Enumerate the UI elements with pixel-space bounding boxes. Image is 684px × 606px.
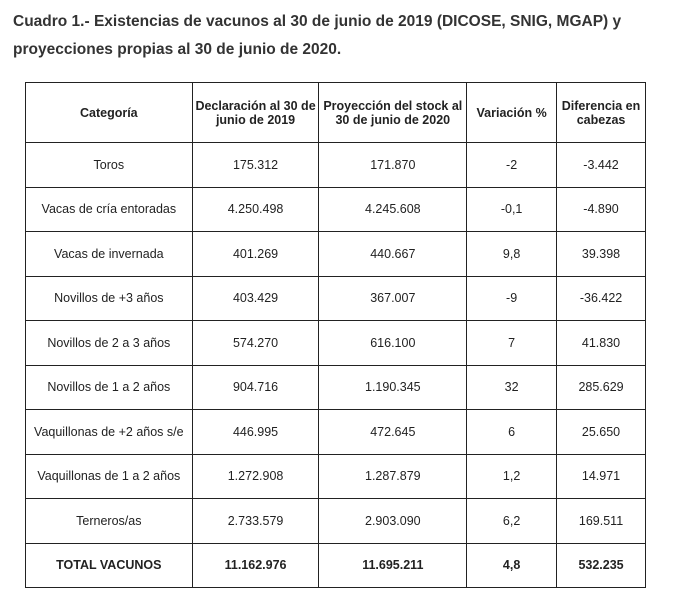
cell-difference-heads: 14.971 (556, 453, 646, 499)
cell-category: Vaquillonas de +2 años s/e (25, 409, 193, 455)
table-row: Vaquillonas de 1 a 2 años 1.272.908 1.287.… (25, 453, 646, 499)
table-row: Vacas de cría entoradas 4.250.498 4.245.60… (25, 186, 646, 232)
cell-projected-2020: 440.667 (318, 231, 468, 277)
column-header-variation-pct: Variación % (466, 82, 558, 143)
cell-difference-heads: 25.650 (556, 409, 646, 455)
cell-variation-pct: 6 (466, 409, 558, 455)
table-caption: Cuadro 1.- Existencias de vacunos al 30 … (13, 13, 622, 58)
cell-variation-pct: 32 (466, 364, 558, 410)
cell-category: Vacas de invernada (25, 231, 193, 277)
table-row: Novillos de +3 años 403.429 367.007 -9 -36.4… (25, 275, 646, 321)
table-row: Vaquillonas de +2 años s/e 446.995 472.645… (25, 409, 646, 455)
total-projected-2020: 11.695.211 (318, 542, 468, 588)
cell-difference-heads: 169.511 (556, 498, 646, 544)
cell-difference-heads: 39.398 (556, 231, 646, 277)
cell-variation-pct: -0,1 (466, 186, 558, 232)
cell-projected-2020: 2.903.090 (318, 498, 468, 544)
cell-projected-2020: 1.287.879 (318, 453, 468, 499)
cell-variation-pct: 9,8 (466, 231, 558, 277)
cell-variation-pct: -9 (466, 275, 558, 321)
cell-projected-2020: 616.100 (318, 320, 468, 366)
cell-declared-2019: 574.270 (191, 320, 320, 366)
cell-category: Vaquillonas de 1 a 2 años (25, 453, 193, 499)
column-header-declared-2019: Declaración al 30 de junio de 2019 (191, 82, 320, 143)
cell-category: Toros (25, 142, 193, 188)
cell-variation-pct: 7 (466, 320, 558, 366)
cell-projected-2020: 1.190.345 (318, 364, 468, 410)
cell-difference-heads: -4.890 (556, 186, 646, 232)
table-row: Toros 175.312 171.870 -2 -3.442 (25, 142, 646, 188)
cell-category: Novillos de 2 a 3 años (25, 320, 193, 366)
cell-projected-2020: 171.870 (318, 142, 468, 188)
table-row: Novillos de 1 a 2 años 904.716 1.190.345 32… (25, 364, 646, 410)
cell-variation-pct: 1,2 (466, 453, 558, 499)
column-header-difference-heads: Diferencia en cabezas (556, 82, 646, 143)
table-row: Vacas de invernada 401.269 440.667 9,8 39.39… (25, 231, 646, 277)
total-category: TOTAL VACUNOS (25, 542, 193, 588)
cell-variation-pct: -2 (466, 142, 558, 188)
cell-declared-2019: 446.995 (191, 409, 320, 455)
column-header-projected-2020: Proyección del stock al 30 de junio de 2… (318, 82, 468, 143)
cell-declared-2019: 1.272.908 (191, 453, 320, 499)
cell-declared-2019: 2.733.579 (191, 498, 320, 544)
cell-category: Vacas de cría entoradas (25, 186, 193, 232)
cell-projected-2020: 367.007 (318, 275, 468, 321)
cell-category: Novillos de 1 a 2 años (25, 364, 193, 410)
cell-projected-2020: 472.645 (318, 409, 468, 455)
cell-difference-heads: 285.629 (556, 364, 646, 410)
total-variation-pct: 4,8 (466, 542, 558, 588)
cell-category: Novillos de +3 años (25, 275, 193, 321)
total-declared-2019: 11.162.976 (191, 542, 320, 588)
cell-declared-2019: 175.312 (191, 142, 320, 188)
header-row: Categoría Declaración al 30 de junio de 2… (25, 82, 646, 143)
table-row: Terneros/as 2.733.579 2.903.090 6,2 169.511 (25, 498, 646, 544)
table-row: Novillos de 2 a 3 años 574.270 616.100 7 41.… (25, 320, 646, 366)
total-difference-heads: 532.235 (556, 542, 646, 588)
cell-projected-2020: 4.245.608 (318, 186, 468, 232)
cell-difference-heads: 41.830 (556, 320, 646, 366)
cattle-stock-table: Categoría Declaración al 30 de junio de 2… (25, 82, 646, 588)
cell-declared-2019: 904.716 (191, 364, 320, 410)
cell-declared-2019: 401.269 (191, 231, 320, 277)
cell-variation-pct: 6,2 (466, 498, 558, 544)
cell-difference-heads: -3.442 (556, 142, 646, 188)
cell-declared-2019: 4.250.498 (191, 186, 320, 232)
cell-category: Terneros/as (25, 498, 193, 544)
cell-difference-heads: -36.422 (556, 275, 646, 321)
column-header-category: Categoría (25, 82, 193, 143)
cell-declared-2019: 403.429 (191, 275, 320, 321)
total-row: TOTAL VACUNOS 11.162.976 11.695.211 4,8 532.… (25, 542, 646, 588)
